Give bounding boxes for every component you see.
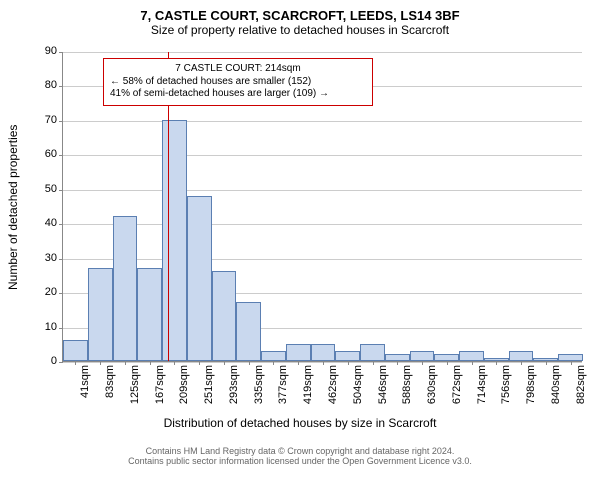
y-tick-label: 70 [45, 114, 57, 126]
histogram-bar [434, 354, 459, 361]
x-tick-mark [496, 361, 497, 365]
y-tick-mark [59, 86, 63, 87]
y-tick-label: 60 [45, 148, 57, 160]
x-tick-label: 630sqm [426, 365, 438, 404]
x-axis-title: Distribution of detached houses by size … [0, 416, 600, 430]
gridline [63, 259, 582, 260]
histogram-bar [286, 344, 311, 361]
x-tick-mark [397, 361, 398, 365]
plot-area: 010203040506070809041sqm83sqm125sqm167sq… [62, 52, 582, 362]
annotation-line: ← 58% of detached houses are smaller (15… [110, 76, 366, 89]
x-tick-mark [75, 361, 76, 365]
x-tick-label: 251sqm [203, 365, 215, 404]
y-tick-label: 30 [45, 252, 57, 264]
gridline [63, 190, 582, 191]
x-tick-label: 546sqm [377, 365, 389, 404]
credits: Contains HM Land Registry data © Crown c… [0, 446, 600, 466]
credits-line-2: Contains public sector information licen… [0, 456, 600, 466]
histogram-bar [385, 354, 410, 361]
histogram-bar [162, 120, 187, 361]
y-axis-title: Number of detached properties [6, 52, 20, 362]
histogram-bar [335, 351, 360, 361]
y-tick-mark [59, 293, 63, 294]
x-tick-label: 377sqm [277, 365, 289, 404]
x-tick-mark [150, 361, 151, 365]
x-tick-mark [174, 361, 175, 365]
y-tick-mark [59, 362, 63, 363]
gridline [63, 155, 582, 156]
x-tick-label: 419sqm [302, 365, 314, 404]
y-tick-label: 0 [51, 355, 57, 367]
x-tick-mark [199, 361, 200, 365]
gridline [63, 224, 582, 225]
x-tick-mark [546, 361, 547, 365]
x-tick-label: 798sqm [525, 365, 537, 404]
x-tick-label: 504sqm [352, 365, 364, 404]
histogram-bar [88, 268, 113, 361]
histogram-bar [360, 344, 385, 361]
gridline [63, 121, 582, 122]
histogram-bar [137, 268, 162, 361]
histogram-bar [558, 354, 583, 361]
histogram-bar [187, 196, 212, 361]
x-tick-label: 714sqm [476, 365, 488, 404]
y-tick-label: 80 [45, 79, 57, 91]
histogram-bar [410, 351, 435, 361]
y-tick-mark [59, 259, 63, 260]
x-tick-label: 840sqm [550, 365, 562, 404]
histogram-bar [212, 271, 237, 361]
credits-line-1: Contains HM Land Registry data © Crown c… [0, 446, 600, 456]
x-tick-label: 167sqm [154, 365, 166, 404]
x-tick-label: 209sqm [178, 365, 190, 404]
y-tick-label: 10 [45, 321, 57, 333]
x-tick-label: 125sqm [129, 365, 141, 404]
x-tick-label: 588sqm [401, 365, 413, 404]
x-tick-mark [100, 361, 101, 365]
x-tick-label: 462sqm [327, 365, 339, 404]
x-tick-mark [373, 361, 374, 365]
annotation-line: 7 CASTLE COURT: 214sqm [110, 63, 366, 76]
histogram-bar [459, 351, 484, 361]
x-tick-mark [125, 361, 126, 365]
y-tick-label: 40 [45, 217, 57, 229]
y-tick-mark [59, 190, 63, 191]
x-tick-mark [273, 361, 274, 365]
x-tick-label: 756sqm [500, 365, 512, 404]
x-tick-mark [249, 361, 250, 365]
gridline [63, 52, 582, 53]
x-tick-mark [447, 361, 448, 365]
x-tick-label: 293sqm [228, 365, 240, 404]
x-tick-mark [348, 361, 349, 365]
histogram-bar [236, 302, 261, 361]
x-tick-mark [224, 361, 225, 365]
x-tick-label: 882sqm [575, 365, 587, 404]
histogram-bar [261, 351, 286, 361]
histogram-bar [509, 351, 534, 361]
x-tick-label: 41sqm [79, 365, 91, 398]
x-tick-mark [422, 361, 423, 365]
x-tick-mark [298, 361, 299, 365]
histogram-bar [311, 344, 336, 361]
y-tick-label: 50 [45, 183, 57, 195]
y-tick-mark [59, 328, 63, 329]
y-tick-mark [59, 224, 63, 225]
histogram-bar [113, 216, 138, 361]
y-tick-label: 20 [45, 286, 57, 298]
y-tick-mark [59, 52, 63, 53]
x-tick-mark [472, 361, 473, 365]
y-tick-mark [59, 155, 63, 156]
y-tick-mark [59, 121, 63, 122]
x-tick-mark [323, 361, 324, 365]
x-tick-mark [521, 361, 522, 365]
annotation-line: 41% of semi-detached houses are larger (… [110, 88, 366, 101]
x-tick-label: 335sqm [253, 365, 265, 404]
x-tick-mark [571, 361, 572, 365]
x-tick-label: 83sqm [104, 365, 116, 398]
x-tick-label: 672sqm [451, 365, 463, 404]
histogram-bar [63, 340, 88, 361]
y-tick-label: 90 [45, 45, 57, 57]
histogram-chart: Number of detached properties 0102030405… [0, 0, 600, 500]
annotation-box: 7 CASTLE COURT: 214sqm← 58% of detached … [103, 58, 373, 106]
